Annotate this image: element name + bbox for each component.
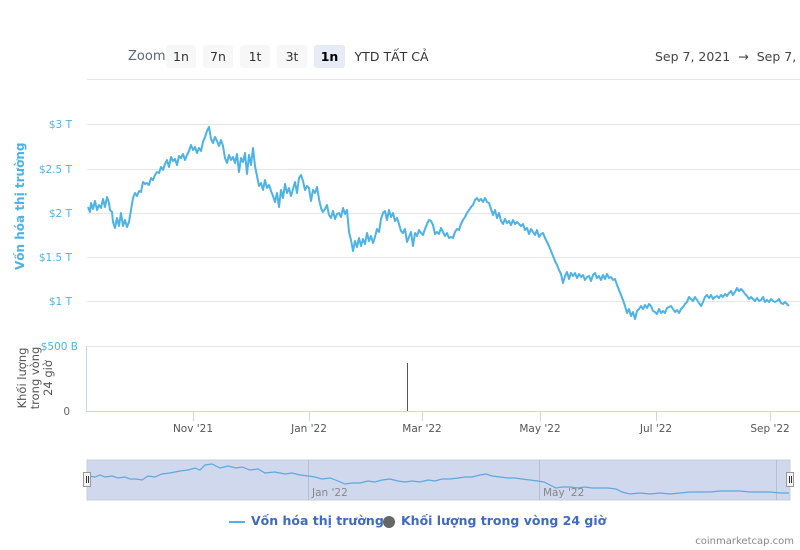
circle-swatch-icon: [383, 515, 395, 528]
navigator-left-handle[interactable]: [83, 472, 91, 487]
y-tick-2-5t: $2.5 T: [39, 164, 73, 176]
y-tick-2t: $2 T: [49, 208, 73, 220]
navigator-series: [87, 463, 789, 495]
market-cap-line: [87, 126, 790, 320]
date-from-input[interactable]: Sep 7, 2021: [655, 49, 731, 64]
credit-link[interactable]: coinmarketcap.com: [695, 536, 794, 547]
zoom-label: Zoom: [128, 49, 166, 64]
line-swatch-icon: [229, 520, 245, 523]
navigator-tick-may22: May '22: [543, 487, 584, 499]
x-tick-mar22: Mar '22: [402, 423, 441, 435]
legend-label-market-cap: Vốn hóa thị trường: [251, 513, 384, 528]
legend-label-volume: Khối lượng trong vòng 24 giờ: [401, 513, 607, 528]
range-toolbar: Zoom 1n 7n 1t 3t 1n YTD TẤT CẢ Sep 7, 20…: [0, 44, 800, 70]
legend-item-volume[interactable]: Khối lượng trong vòng 24 giờ: [383, 513, 606, 528]
x-tick-sep22: Sep '22: [750, 423, 789, 435]
x-tick-nov21: Nov '21: [173, 423, 213, 435]
volume-tick-0: 0: [63, 406, 70, 418]
gridlines: [87, 124, 800, 347]
y-axis-title: Vốn hóa thị trường: [13, 143, 27, 270]
toolbar-divider: [87, 79, 800, 80]
x-tick-jul22: Jul '22: [639, 423, 672, 435]
zoom-1m-button[interactable]: 1t: [240, 45, 270, 68]
y-tick-1-5t: $1.5 T: [39, 252, 73, 264]
x-tick-labels: Nov '21 Jan '22 Mar '22 May '22 Jul '22 …: [173, 423, 790, 435]
date-range: Sep 7, 2021 → Sep 7, 2022: [655, 49, 800, 64]
y-tick-1t: $1 T: [49, 296, 73, 308]
chart-legend: Vốn hóa thị trường Khối lượng trong vòng…: [0, 513, 800, 533]
svg-text:trong vòng: trong vòng: [28, 347, 42, 410]
svg-text:24 giờ: 24 giờ: [41, 360, 55, 396]
y-tick-3t: $3 T: [49, 119, 73, 131]
arrow-right-icon: →: [738, 49, 749, 64]
volume-tick-500b: $500 B: [41, 341, 78, 353]
zoom-ytd-button[interactable]: YTD: [354, 49, 380, 64]
zoom-1d-button[interactable]: 1n: [166, 45, 196, 68]
svg-text:Khối lượng: Khối lượng: [15, 348, 29, 409]
volume-axis-title: Khối lượng trong vòng 24 giờ: [15, 347, 55, 410]
x-tick-jan22: Jan '22: [290, 423, 327, 435]
zoom-1y-button[interactable]: 1n: [314, 45, 345, 68]
date-to-input[interactable]: Sep 7, 2022: [756, 49, 800, 64]
zoom-7d-button[interactable]: 7n: [203, 45, 233, 68]
navigator-right-handle[interactable]: [786, 472, 794, 487]
legend-item-market-cap[interactable]: Vốn hóa thị trường: [229, 513, 384, 528]
zoom-3m-button[interactable]: 3t: [277, 45, 307, 68]
y-tick-labels: $3 T $2.5 T $2 T $1.5 T $1 T $500 B: [39, 119, 78, 353]
zoom-all-button[interactable]: TẤT CẢ: [383, 49, 429, 64]
navigator[interactable]: Jan '22 May '22: [83, 459, 794, 501]
x-axis-ticks: [193, 411, 771, 421]
x-tick-may22: May '22: [519, 423, 560, 435]
navigator-tick-jan22: Jan '22: [311, 487, 348, 499]
